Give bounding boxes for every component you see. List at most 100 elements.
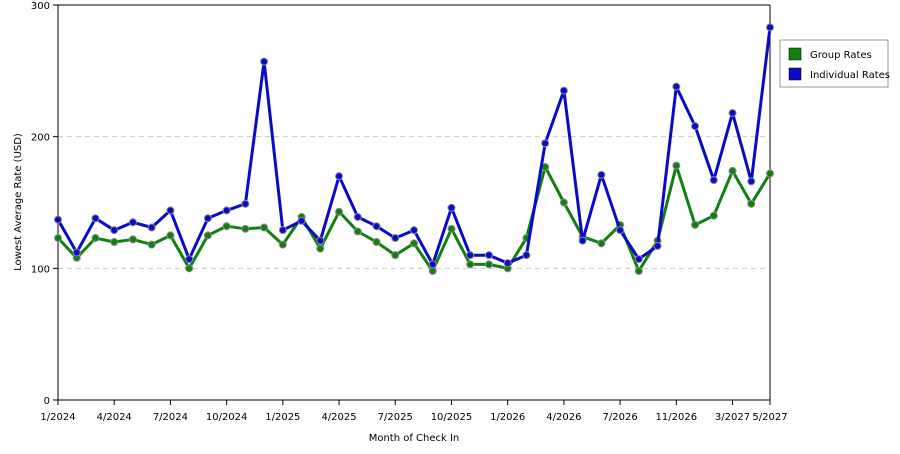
data-point[interactable] bbox=[747, 177, 756, 186]
data-point[interactable] bbox=[147, 240, 156, 249]
data-point[interactable] bbox=[72, 248, 81, 257]
data-point[interactable] bbox=[222, 206, 231, 215]
data-point[interactable] bbox=[372, 238, 381, 246]
legend-label: Individual Rates bbox=[810, 70, 890, 81]
series-1 bbox=[54, 23, 774, 269]
y-tick-label: 0 bbox=[44, 396, 50, 407]
series bbox=[54, 23, 774, 275]
data-point[interactable] bbox=[691, 122, 700, 131]
data-point[interactable] bbox=[147, 223, 156, 232]
data-point[interactable] bbox=[634, 266, 643, 275]
data-point[interactable] bbox=[203, 231, 212, 240]
data-point[interactable] bbox=[278, 240, 287, 249]
x-tick-label: 4/2026 bbox=[546, 412, 581, 423]
x-tick-label: 7/2024 bbox=[153, 412, 188, 423]
data-point[interactable] bbox=[166, 206, 175, 215]
data-point[interactable] bbox=[484, 251, 493, 260]
y-tick-label: 200 bbox=[31, 133, 50, 144]
data-point[interactable] bbox=[447, 203, 456, 212]
x-tick-label: 7/2026 bbox=[603, 412, 638, 423]
data-point[interactable] bbox=[428, 266, 437, 275]
x-tick-label: 1/2025 bbox=[265, 412, 300, 423]
data-point[interactable] bbox=[410, 226, 418, 235]
data-point[interactable] bbox=[353, 212, 362, 221]
data-point[interactable] bbox=[54, 234, 62, 243]
data-point[interactable] bbox=[634, 255, 643, 264]
data-point[interactable] bbox=[653, 241, 662, 250]
data-point[interactable] bbox=[410, 239, 418, 248]
data-point[interactable] bbox=[110, 226, 119, 235]
data-point[interactable] bbox=[391, 234, 400, 243]
data-point[interactable] bbox=[597, 239, 606, 248]
data-point[interactable] bbox=[466, 260, 475, 269]
data-point[interactable] bbox=[728, 166, 737, 175]
data-point[interactable] bbox=[316, 244, 325, 253]
data-point[interactable] bbox=[241, 199, 250, 208]
data-point[interactable] bbox=[54, 215, 62, 224]
y-axis-label: Lowest Average Rate (USD) bbox=[13, 133, 24, 271]
data-point[interactable] bbox=[110, 238, 119, 246]
data-point[interactable] bbox=[335, 207, 344, 216]
data-point[interactable] bbox=[709, 211, 718, 220]
data-point[interactable] bbox=[728, 108, 737, 117]
data-point[interactable] bbox=[541, 139, 550, 148]
data-point[interactable] bbox=[503, 259, 512, 268]
data-point[interactable] bbox=[597, 170, 606, 179]
data-point[interactable] bbox=[91, 234, 100, 243]
data-point[interactable] bbox=[616, 226, 625, 235]
x-tick-label: 4/2024 bbox=[97, 412, 132, 423]
data-point[interactable] bbox=[185, 264, 194, 273]
x-ticks: 1/2024 4/2024 7/2024 10/2024 1/2025 4/2025 7/2… bbox=[40, 400, 788, 423]
data-point[interactable] bbox=[709, 176, 718, 185]
data-point[interactable] bbox=[559, 198, 568, 207]
x-tick-label: 5/2027 bbox=[752, 412, 787, 423]
data-point[interactable] bbox=[372, 222, 381, 231]
data-point[interactable] bbox=[578, 236, 587, 245]
data-point[interactable] bbox=[484, 260, 493, 269]
x-tick-label: 3/2027 bbox=[715, 412, 750, 423]
data-point[interactable] bbox=[522, 251, 531, 260]
data-point[interactable] bbox=[559, 86, 568, 95]
data-point[interactable] bbox=[391, 251, 400, 260]
data-point[interactable] bbox=[128, 218, 137, 227]
data-point[interactable] bbox=[691, 220, 700, 229]
gridlines bbox=[58, 136, 770, 269]
data-point[interactable] bbox=[260, 223, 269, 232]
y-ticks: 0 100 200 300 bbox=[31, 1, 58, 407]
data-point[interactable] bbox=[672, 161, 681, 170]
data-point[interactable] bbox=[766, 169, 774, 178]
x-tick-label: 11/2026 bbox=[656, 412, 698, 423]
legend: Group Rates Individual Rates bbox=[779, 39, 890, 88]
y-tick-label: 300 bbox=[31, 1, 50, 12]
data-point[interactable] bbox=[241, 224, 250, 233]
legend-label: Group Rates bbox=[810, 50, 872, 61]
data-point[interactable] bbox=[185, 255, 194, 264]
x-tick-label: 1/2026 bbox=[490, 412, 525, 423]
data-point[interactable] bbox=[353, 227, 362, 236]
data-point[interactable] bbox=[260, 57, 269, 66]
data-point[interactable] bbox=[447, 224, 456, 233]
axes bbox=[57, 4, 771, 401]
data-point[interactable] bbox=[672, 82, 681, 91]
data-point[interactable] bbox=[766, 23, 774, 32]
x-tick-label: 4/2025 bbox=[321, 412, 356, 423]
data-point[interactable] bbox=[428, 260, 437, 269]
data-point[interactable] bbox=[747, 199, 756, 208]
data-point[interactable] bbox=[203, 214, 212, 223]
data-point[interactable] bbox=[316, 236, 325, 245]
data-point[interactable] bbox=[222, 222, 231, 231]
data-point[interactable] bbox=[128, 235, 137, 244]
series-line bbox=[56, 164, 772, 273]
data-point[interactable] bbox=[166, 231, 175, 240]
data-point[interactable] bbox=[335, 172, 344, 181]
data-point[interactable] bbox=[297, 216, 306, 225]
data-point[interactable] bbox=[466, 251, 475, 260]
data-point[interactable] bbox=[278, 226, 287, 235]
legend-swatch bbox=[788, 47, 802, 61]
x-tick-label: 10/2024 bbox=[206, 412, 248, 423]
data-point[interactable] bbox=[91, 214, 100, 223]
x-tick-label: 10/2025 bbox=[431, 412, 473, 423]
x-tick-label: 7/2025 bbox=[378, 412, 413, 423]
